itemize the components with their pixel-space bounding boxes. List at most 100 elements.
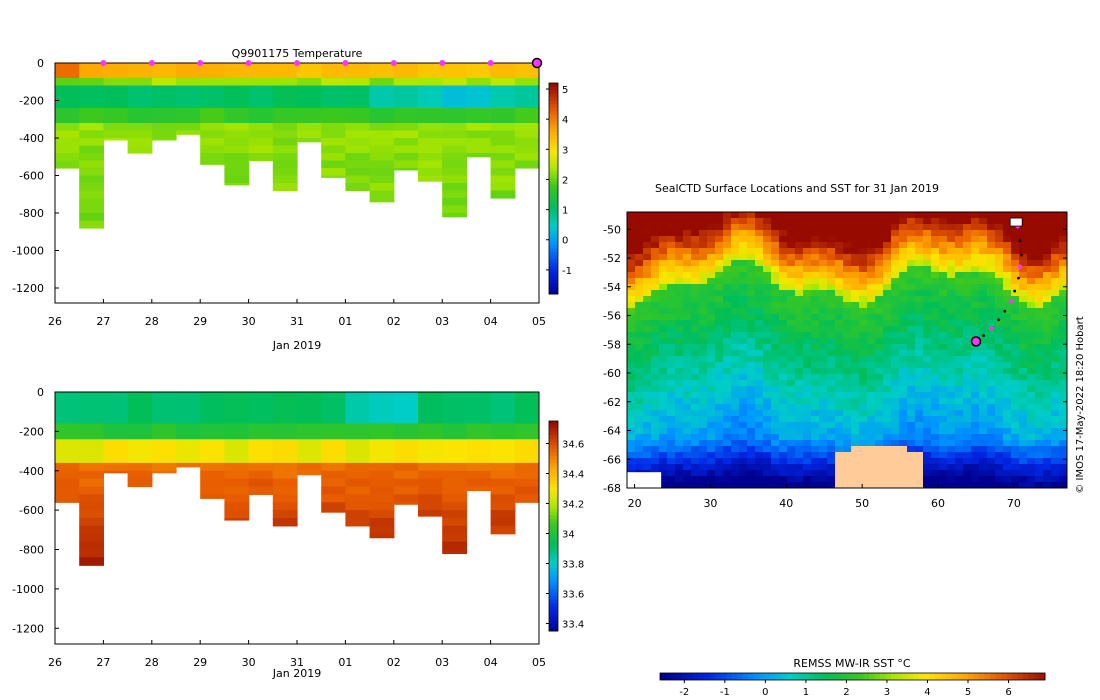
sst-cell xyxy=(683,224,692,231)
profile-cell xyxy=(369,431,395,440)
sst-cell xyxy=(1019,284,1028,291)
track-point xyxy=(1017,276,1020,280)
sst-cell xyxy=(851,296,860,303)
profile-cell xyxy=(418,399,443,409)
profile-cell xyxy=(55,455,80,464)
sst-cell xyxy=(899,224,908,231)
sst-cell xyxy=(987,452,996,459)
profile-cell xyxy=(369,153,395,162)
sst-cell xyxy=(907,410,916,417)
colorbar-tick-label: 0 xyxy=(762,687,768,698)
sst-cell xyxy=(819,230,828,237)
sst-cell xyxy=(867,356,876,363)
profile-cell xyxy=(418,462,443,472)
profile-cell xyxy=(272,486,298,495)
colorbar-segment xyxy=(731,673,738,680)
profile-cell xyxy=(248,138,274,147)
profile-cell xyxy=(490,502,516,511)
sst-cell xyxy=(1011,278,1020,285)
sst-cell xyxy=(947,254,956,261)
profile-cell xyxy=(393,168,419,171)
sst-cell xyxy=(1043,254,1052,261)
sst-cell xyxy=(971,308,980,315)
sst-cell xyxy=(763,284,772,291)
sst-cell xyxy=(1059,224,1067,231)
sst-cell xyxy=(899,236,908,243)
sst-cell xyxy=(827,326,836,333)
land-cell xyxy=(907,482,916,488)
sst-cell xyxy=(955,398,964,405)
sst-cell xyxy=(835,446,844,453)
sst-cell xyxy=(803,350,812,357)
sst-cell xyxy=(803,404,812,411)
sst-cell xyxy=(827,380,836,387)
sst-cell xyxy=(635,212,644,219)
profile-cell xyxy=(151,447,177,456)
colorbar-segment xyxy=(549,624,558,628)
sst-cell xyxy=(715,356,724,363)
sst-cell xyxy=(747,278,756,285)
sst-cell xyxy=(963,212,972,219)
sst-cell xyxy=(987,440,996,447)
sst-cell xyxy=(899,386,908,393)
sst-cell xyxy=(987,296,996,303)
sst-cell xyxy=(851,434,860,441)
sst-cell xyxy=(1035,422,1044,429)
profile-cell xyxy=(103,407,129,417)
sst-cell xyxy=(683,464,692,471)
sst-cell xyxy=(795,260,804,267)
sst-cell xyxy=(715,464,724,471)
sst-cell xyxy=(939,440,948,447)
profile-cell xyxy=(103,470,129,474)
sst-cell xyxy=(987,212,996,219)
sst-cell xyxy=(635,266,644,273)
profile-cell xyxy=(490,160,516,169)
sst-cell xyxy=(811,422,820,429)
sst-cell xyxy=(1051,452,1060,459)
sst-cell xyxy=(715,458,724,465)
profile-cell xyxy=(466,130,492,139)
sst-cell xyxy=(1003,440,1012,447)
colorbar-segment xyxy=(549,620,558,625)
colorbar-segment xyxy=(858,673,864,680)
sst-cell xyxy=(699,230,708,237)
sst-cell xyxy=(715,260,724,267)
profile-column xyxy=(224,63,250,186)
sst-cell xyxy=(659,428,668,435)
sst-cell xyxy=(1019,260,1028,267)
sst-cell xyxy=(763,224,772,231)
profile-cell xyxy=(55,462,80,472)
profile-cell xyxy=(418,494,443,503)
sst-cell xyxy=(651,428,660,435)
sst-cell xyxy=(875,290,884,297)
profile-cell xyxy=(176,447,201,456)
sst-cell xyxy=(1059,386,1067,393)
profile-cell xyxy=(466,78,492,87)
sst-cell xyxy=(899,356,908,363)
sst-cell xyxy=(867,380,876,387)
colorbar-segment xyxy=(549,118,558,123)
sst-cell xyxy=(995,392,1004,399)
sst-cell xyxy=(931,464,940,471)
sst-cell xyxy=(835,410,844,417)
colorbar-segment xyxy=(549,428,558,432)
sst-cell xyxy=(675,308,684,315)
profile-cell xyxy=(224,145,250,154)
sst-cell xyxy=(1011,368,1020,375)
sst-cell xyxy=(1027,224,1036,231)
sst-cell xyxy=(843,416,852,423)
land-cell xyxy=(859,446,868,453)
colorbar-segment xyxy=(549,258,558,263)
sst-cell xyxy=(963,272,972,279)
y-tick-label: -1000 xyxy=(12,245,44,258)
sst-cell xyxy=(627,212,636,219)
profile-marker xyxy=(245,60,252,66)
sst-cell xyxy=(683,254,692,261)
sst-cell xyxy=(675,218,684,225)
sst-cell xyxy=(899,314,908,321)
sst-cell xyxy=(1043,308,1052,315)
colorbar-segment xyxy=(549,515,558,520)
sst-cell xyxy=(907,404,916,411)
sst-cell xyxy=(923,344,932,351)
sst-cell xyxy=(635,416,644,423)
